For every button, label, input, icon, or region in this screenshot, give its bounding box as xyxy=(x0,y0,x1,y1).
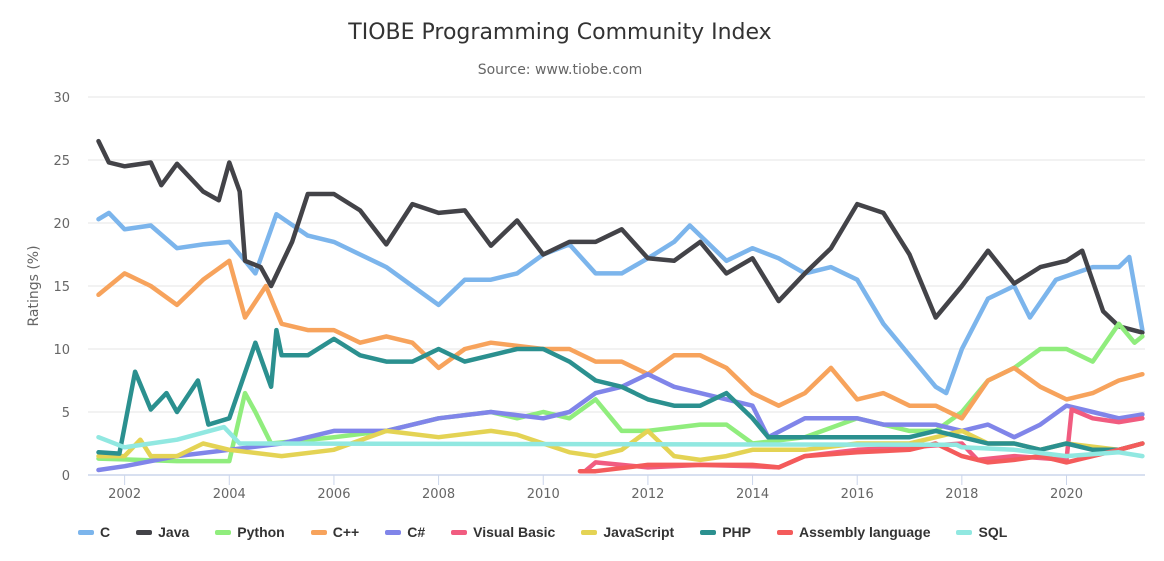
legend-item-c[interactable]: C xyxy=(78,524,110,540)
y-tick-label: 0 xyxy=(62,469,70,484)
legend-item-c-[interactable]: C# xyxy=(385,524,425,540)
legend-item-java[interactable]: Java xyxy=(136,524,189,540)
legend-item-visual-basic[interactable]: Visual Basic xyxy=(451,524,555,540)
legend-label: Visual Basic xyxy=(473,524,556,540)
legend-label: C# xyxy=(407,524,426,540)
y-tick-label: 25 xyxy=(53,154,70,169)
legend-label: Java xyxy=(158,524,190,540)
legend-label: JavaScript xyxy=(603,524,675,540)
legend-item-php[interactable]: PHP xyxy=(700,524,751,540)
legend-label: C++ xyxy=(332,524,360,540)
series-line-c- xyxy=(96,371,1145,473)
x-tick-label: 2016 xyxy=(841,487,874,502)
legend-swatch xyxy=(310,529,327,535)
legend-label: SQL xyxy=(978,524,1008,540)
legend-swatch xyxy=(776,529,793,535)
x-tick-label: 2006 xyxy=(317,487,350,502)
legend-label: PHP xyxy=(722,524,751,540)
legend: C Java Python C++ C# Visual Basic JavaScript PH… xyxy=(78,524,1033,540)
chart-title: TIOBE Programming Community Index xyxy=(348,20,772,45)
x-tick-label: 2018 xyxy=(945,487,978,502)
x-tick-label: 2012 xyxy=(631,487,664,502)
series-line-java xyxy=(96,138,1145,335)
x-tick-label: 2008 xyxy=(422,487,455,502)
legend-label: Python xyxy=(237,524,285,540)
chart-subtitle: Source: www.tiobe.com xyxy=(477,62,643,78)
legend-swatch xyxy=(215,529,232,535)
x-tick-label: 2020 xyxy=(1050,487,1083,502)
legend-swatch xyxy=(451,529,468,535)
legend-swatch xyxy=(956,529,973,535)
legend-swatch xyxy=(385,529,402,535)
y-tick-label: 15 xyxy=(53,280,70,295)
legend-swatch xyxy=(700,529,717,535)
legend-item-assembly-language[interactable]: Assembly language xyxy=(776,524,931,540)
x-tick-label: 2014 xyxy=(736,487,769,502)
legend-item-javascript[interactable]: JavaScript xyxy=(581,524,674,540)
legend-item-c-[interactable]: C++ xyxy=(310,524,360,540)
legend-label: C xyxy=(100,524,111,540)
legend-item-sql[interactable]: SQL xyxy=(956,524,1007,540)
series-line-c xyxy=(96,210,1145,396)
series-line-c- xyxy=(96,258,1145,421)
y-tick-label: 5 xyxy=(62,406,70,421)
y-axis-label: Ratings (%) xyxy=(26,245,42,326)
y-tick-label: 30 xyxy=(53,91,70,106)
legend-swatch xyxy=(581,529,598,535)
legend-swatch xyxy=(78,529,94,535)
series-line-php xyxy=(96,327,1145,456)
x-tick-label: 2004 xyxy=(213,487,246,502)
legend-swatch xyxy=(136,529,153,535)
series-line-sql xyxy=(96,424,1145,459)
x-tick-label: 2002 xyxy=(108,487,141,502)
legend-label: Assembly language xyxy=(798,524,931,540)
y-tick-label: 10 xyxy=(53,343,70,358)
x-tick-label: 2010 xyxy=(527,487,560,502)
y-tick-label: 20 xyxy=(53,217,70,232)
legend-item-python[interactable]: Python xyxy=(215,524,285,540)
